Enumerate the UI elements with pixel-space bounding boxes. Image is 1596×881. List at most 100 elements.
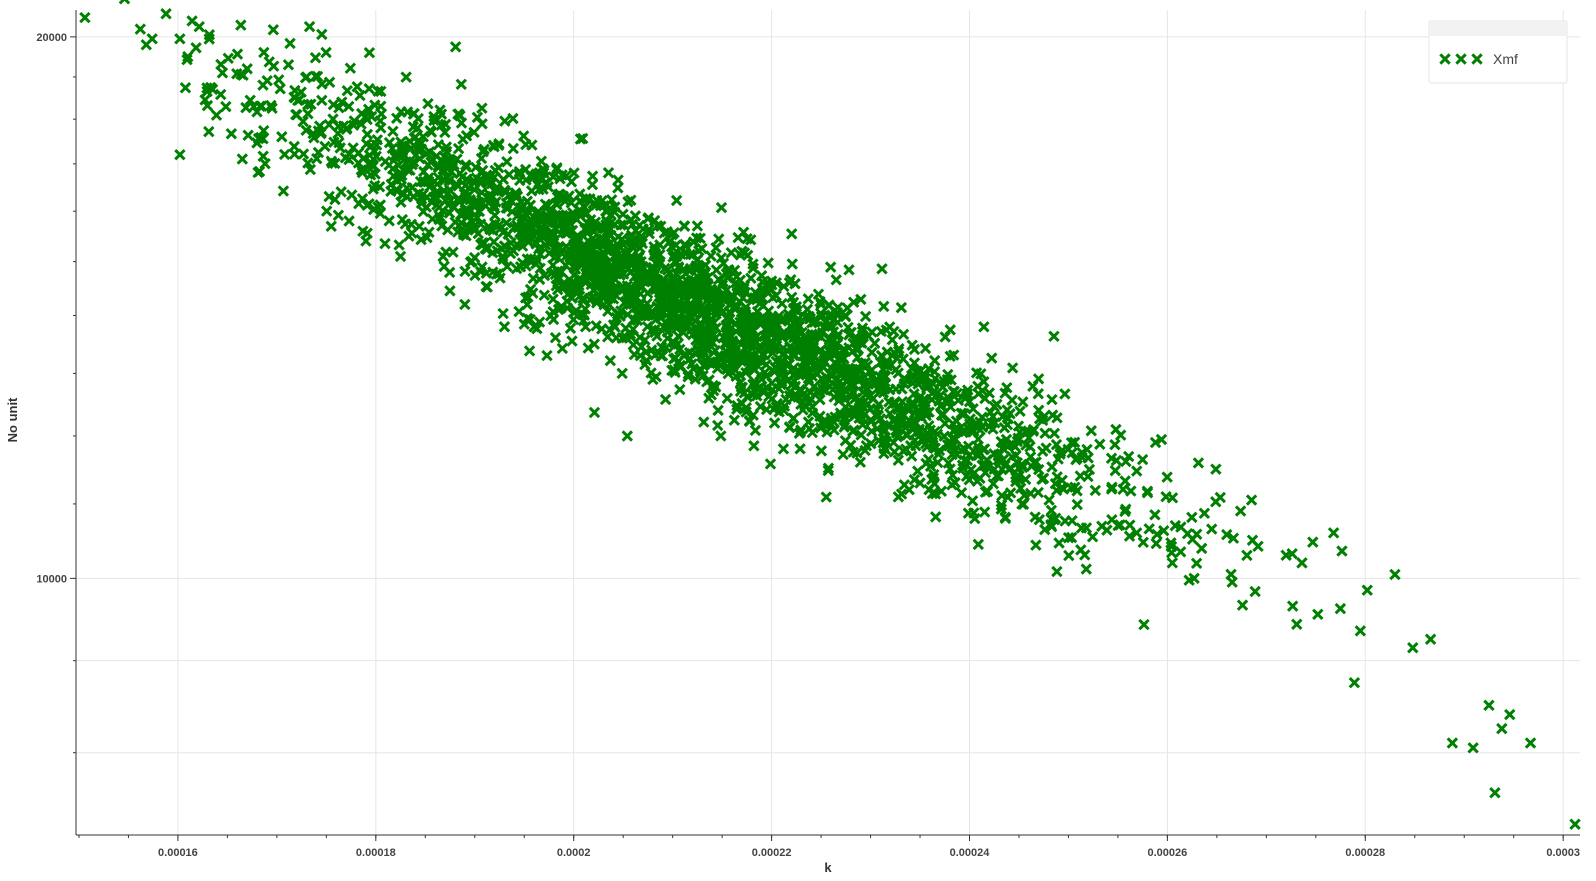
scatter-point [778,404,790,417]
scatter-point [667,353,680,365]
scatter-point [728,414,741,426]
scatter-point [528,321,540,333]
scatter-point [659,393,672,406]
scatter-point [357,152,369,165]
legend[interactable]: Xmf [1428,20,1568,84]
scatter-point [958,408,970,420]
scatter-point [972,538,985,551]
scatter-point [562,210,574,223]
scatter-point [480,280,492,293]
scatter-point [747,409,759,421]
scatter-point [691,220,704,232]
scatter-point [814,393,826,406]
scatter-point [999,512,1012,525]
scatter-point [971,449,983,461]
scatter-point [429,190,441,203]
scatter-point [957,462,969,475]
scatter-point [822,464,834,477]
scatter-point [449,41,462,53]
scatter-point [457,207,469,220]
scatter-point [542,181,554,193]
scatter-point [580,253,593,266]
scatter-point [461,173,473,185]
scatter-point [386,142,399,155]
scatter-point [658,227,671,239]
scatter-point [539,198,552,211]
scatter-point [587,236,600,249]
scatter-point [959,425,972,438]
scatter-point [1050,438,1063,451]
scatter-point [754,297,766,310]
scatter-point [855,429,867,441]
scatter-point [1063,549,1075,562]
scatter-point [612,231,624,243]
scatter-point [505,237,517,249]
scatter-point [636,309,648,322]
scatter-point [998,422,1011,434]
scatter-point [454,110,466,122]
scatter-point [504,247,517,260]
scatter-point [495,242,508,255]
scatter-point [928,468,940,481]
scatter-point [542,212,554,224]
scatter-point [335,186,347,198]
scatter-point [886,349,899,362]
scatter-point [297,148,310,160]
scatter-point [438,185,450,197]
scatter-point [820,491,832,503]
scatter-point [814,422,827,434]
scatter-point [1109,438,1121,451]
scatter-point [703,343,715,355]
scatter-point [1130,465,1143,477]
scatter-point [767,291,779,304]
scatter-point [647,373,659,386]
scatter-point [637,223,649,235]
scatter-point [214,88,227,101]
scatter-point [591,194,603,207]
scatter-point [1496,722,1508,735]
scatter-point [958,443,971,455]
scatter-point [524,283,537,296]
scatter-point [879,443,892,456]
scatter-point [320,205,333,217]
scatter-point [1117,483,1129,496]
scatter-point [1120,455,1132,468]
scatter-point [436,204,449,217]
scatter-point [972,433,984,445]
scatter-point [1080,522,1093,534]
scatter-point [455,217,468,229]
scatter-point [472,205,485,217]
scatter-point [828,424,840,436]
scatter-point [206,83,219,96]
scatter-point [354,89,366,102]
scatter-point [1109,464,1121,477]
scatter-point [944,350,956,363]
scatter-point [572,233,585,245]
scatter-point [1467,742,1479,754]
scatter-point [395,196,407,208]
scatter-point [439,118,452,131]
scatter-point [421,231,433,244]
scatter-point [312,146,325,159]
scatter-point [259,157,271,170]
scatter-point [736,397,748,410]
legend-box [1428,20,1568,84]
scatter-point [1106,513,1118,526]
scatter-point [398,148,410,161]
scatter-point [698,275,710,288]
scatter-point [1033,413,1046,425]
scatter-point [1161,471,1173,483]
scatter-point [754,400,767,413]
scatter-point [527,272,540,285]
scatter-point [786,258,799,270]
x-tick-label: 0.00026 [1148,847,1188,859]
scatter-point [1151,528,1163,541]
scatter-point [963,395,976,408]
scatter-point [879,432,891,444]
scatter-point [674,314,687,327]
scatter-point [487,266,499,278]
scatter-point [886,398,898,410]
scatter-point [1354,625,1367,637]
scatter-point [892,367,904,379]
scatter-point [783,277,796,289]
